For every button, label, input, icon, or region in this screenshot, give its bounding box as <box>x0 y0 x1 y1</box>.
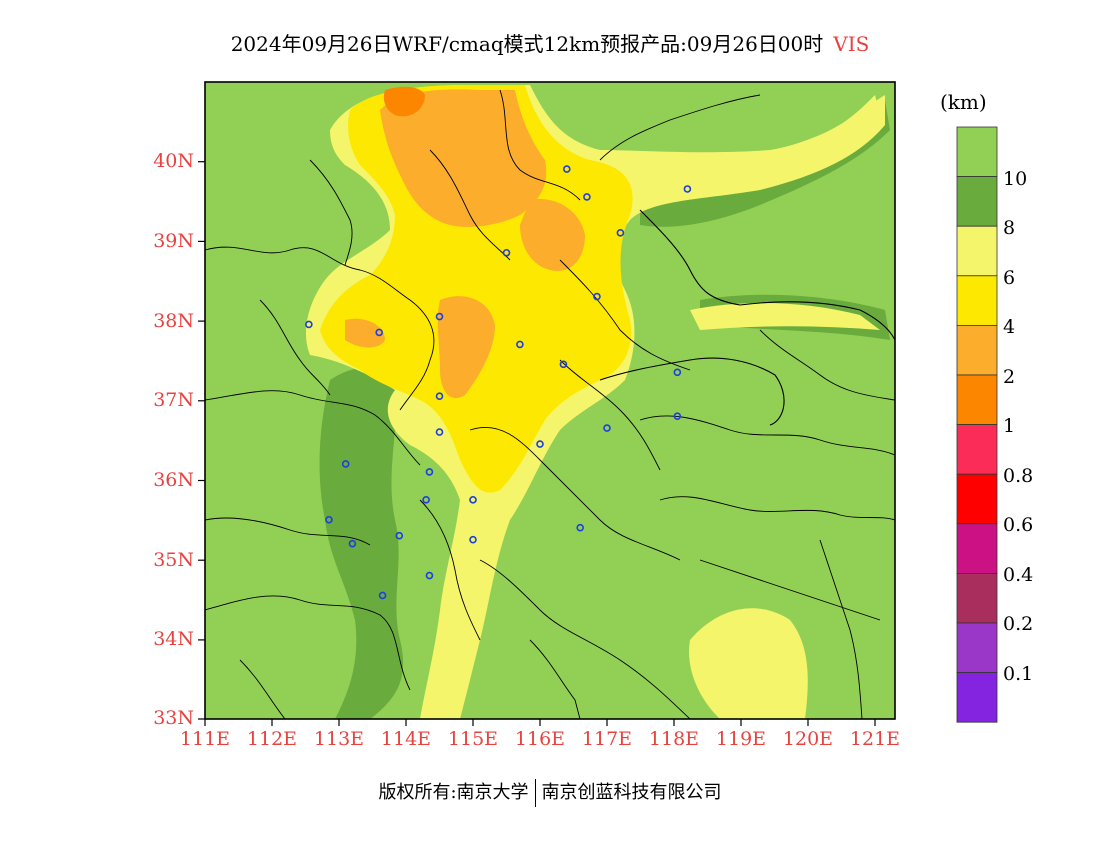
colorbar-swatch <box>956 374 998 425</box>
station-marker <box>559 360 568 369</box>
vis-4-region <box>320 85 633 493</box>
lat-label: 39N <box>153 230 194 252</box>
station-marker <box>348 539 357 548</box>
colorbar-swatch <box>956 523 998 574</box>
colorbar-label: 8 <box>1003 217 1016 239</box>
colorbar-label: 2 <box>1003 366 1016 388</box>
axis-ticks <box>198 161 876 726</box>
colorbar-swatch <box>956 424 998 475</box>
colorbar-swatch <box>956 324 998 376</box>
lon-label: 116E <box>514 728 566 750</box>
variable-label: VIS <box>833 32 870 56</box>
station-marker <box>603 424 611 432</box>
colorbar-label: 0.1 <box>1003 663 1034 685</box>
lat-label: 37N <box>153 389 194 411</box>
lat-label: 34N <box>153 628 194 650</box>
colorbar <box>956 126 998 723</box>
station-marker <box>536 440 544 448</box>
station-marker <box>683 185 692 193</box>
colorbar-label: 1 <box>1003 415 1016 437</box>
colorbar-unit: (km) <box>940 90 987 114</box>
vis-2-region-central <box>520 199 585 271</box>
colorbar-swatch <box>956 622 998 673</box>
colorbar-swatch <box>956 176 998 227</box>
station-marker <box>435 392 444 401</box>
lon-label: 112E <box>246 728 298 750</box>
vis-6-region-shandong <box>690 303 880 330</box>
colorbar-swatch <box>956 275 998 326</box>
station-marker <box>583 193 591 201</box>
vis-6-region-southeast <box>689 608 808 719</box>
lat-label: 35N <box>153 549 194 571</box>
map-title: 2024年09月26日WRF/cmaq模式12km预报产品:09月26日00时 V… <box>0 28 1100 57</box>
title-text: 2024年09月26日WRF/cmaq模式12km预报产品:09月26日00时 <box>230 32 824 56</box>
vis-6-region-hebei-east <box>650 95 880 193</box>
station-marker <box>576 523 585 532</box>
vis-8-band-west <box>319 367 404 719</box>
lon-label: 118E <box>648 728 700 750</box>
lon-label: 119E <box>715 728 767 750</box>
vis-2-region-north <box>380 89 547 227</box>
station-marker <box>673 412 682 420</box>
station-marker <box>378 591 387 600</box>
station-marker <box>673 368 682 377</box>
copyright-left: 版权所有:南京大学 <box>378 782 529 803</box>
colorbar-label: 0.2 <box>1003 613 1034 635</box>
station-marker <box>425 571 434 580</box>
station-marker <box>341 460 350 468</box>
colorbar-label: 4 <box>1003 316 1016 338</box>
lat-label: 33N <box>153 707 194 729</box>
station-marker <box>469 496 477 504</box>
coastline <box>599 209 896 426</box>
copyright-right: 南京创蓝科技有限公司 <box>541 782 722 803</box>
colorbar-label: 0.4 <box>1003 564 1034 586</box>
colorbar-swatch <box>956 126 998 177</box>
visibility-fields <box>305 85 890 719</box>
lat-label: 40N <box>153 150 194 172</box>
station-marker <box>502 248 511 257</box>
station-marker <box>516 340 524 349</box>
station-marker <box>425 468 434 476</box>
colorbar-swatch <box>956 225 998 277</box>
colorbar-label: 0.8 <box>1003 465 1034 487</box>
colorbar-swatch <box>956 573 998 624</box>
colorbar-label: 0.6 <box>1003 514 1034 536</box>
station-markers <box>305 165 692 600</box>
station-marker <box>305 320 313 329</box>
vis-2-region-hebei <box>437 296 495 399</box>
lon-label: 117E <box>581 728 633 750</box>
station-marker <box>435 312 444 321</box>
colorbar-swatch <box>956 672 998 723</box>
station-marker <box>469 535 477 544</box>
lon-label: 121E <box>849 728 901 750</box>
station-marker <box>375 328 384 337</box>
vis-2-region-taiyuan <box>345 318 385 348</box>
lat-label: 38N <box>153 310 194 332</box>
boundary-lines <box>204 89 896 720</box>
station-marker <box>395 531 404 540</box>
station-marker <box>435 428 444 436</box>
station-marker <box>422 496 430 504</box>
lat-label: 36N <box>153 469 194 491</box>
station-marker <box>562 165 571 173</box>
lon-label: 120E <box>782 728 834 750</box>
vis-1-region <box>383 86 425 117</box>
lon-label: 113E <box>313 728 365 750</box>
station-marker <box>325 515 333 524</box>
colorbar-label: 6 <box>1003 267 1016 289</box>
footer-divider <box>534 779 536 807</box>
colorbar-label: 10 <box>1003 168 1028 190</box>
lon-label: 114E <box>380 728 432 750</box>
copyright-footer: 版权所有:南京大学 南京创蓝科技有限公司 <box>0 778 1100 807</box>
station-marker <box>593 292 601 301</box>
lon-label: 115E <box>447 728 499 750</box>
colorbar-swatch <box>956 473 998 525</box>
lon-label: 111E <box>179 728 231 750</box>
station-marker <box>616 229 625 237</box>
